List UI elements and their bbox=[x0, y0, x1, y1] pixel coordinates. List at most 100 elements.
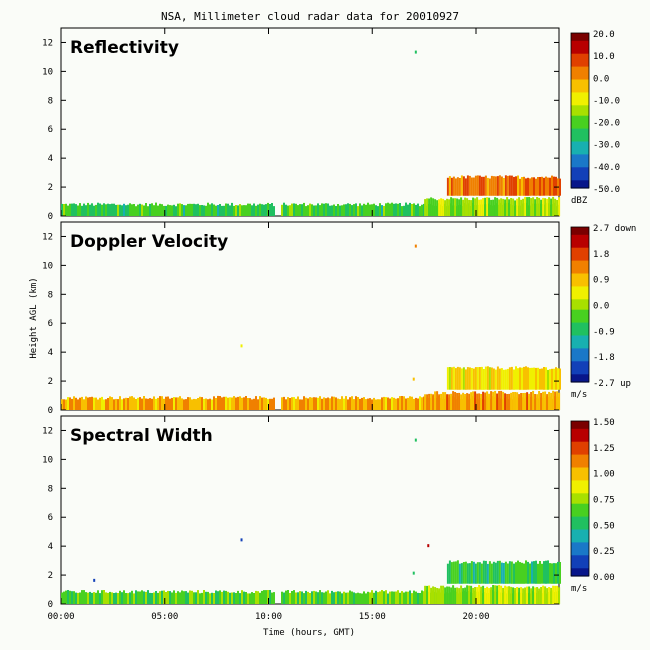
data-cell bbox=[556, 585, 559, 604]
data-speck bbox=[412, 377, 415, 381]
data-cell bbox=[454, 561, 457, 584]
data-cell bbox=[518, 197, 521, 216]
data-cell bbox=[81, 590, 83, 604]
data-cell bbox=[247, 203, 249, 216]
data-cell bbox=[297, 205, 299, 216]
data-cell bbox=[508, 367, 511, 390]
data-cell bbox=[530, 392, 533, 410]
data-cell bbox=[231, 592, 233, 604]
data-cell bbox=[263, 397, 265, 410]
data-cell bbox=[145, 203, 147, 216]
data-cell bbox=[271, 592, 273, 604]
data-cell bbox=[271, 398, 273, 410]
data-cell bbox=[255, 205, 257, 216]
colorbar-cell bbox=[571, 51, 589, 55]
data-cell bbox=[524, 587, 527, 604]
data-cell bbox=[528, 393, 531, 410]
data-cell bbox=[229, 397, 231, 410]
colorbar-tick-label: 0.0 bbox=[593, 302, 609, 312]
data-cell bbox=[177, 203, 179, 216]
colorbar-cell bbox=[571, 232, 589, 236]
data-cell bbox=[327, 590, 329, 604]
data-cell bbox=[359, 203, 361, 216]
colorbar-cell bbox=[571, 325, 589, 329]
colorbar-cell bbox=[571, 332, 589, 337]
colorbar-cell bbox=[571, 495, 589, 500]
data-cell bbox=[337, 398, 339, 410]
colorbar-cell bbox=[571, 95, 589, 99]
data-cell bbox=[373, 397, 375, 410]
data-cell bbox=[291, 591, 293, 604]
colorbar-cell bbox=[571, 322, 589, 326]
data-cell bbox=[417, 592, 419, 604]
colorbar-cell bbox=[571, 433, 589, 438]
data-cell bbox=[169, 398, 171, 410]
data-cell bbox=[69, 203, 71, 216]
data-cell bbox=[67, 205, 69, 216]
data-cell bbox=[91, 592, 93, 604]
data-cell bbox=[115, 398, 117, 410]
data-cell bbox=[319, 590, 321, 604]
colorbar-cell bbox=[571, 470, 589, 474]
colorbar-cell bbox=[571, 92, 589, 96]
data-cell bbox=[510, 586, 513, 604]
colorbar-cell bbox=[571, 89, 589, 93]
data-cell bbox=[383, 591, 385, 604]
data-cell bbox=[506, 197, 509, 216]
data-cell bbox=[540, 393, 543, 410]
data-cell bbox=[87, 592, 89, 604]
data-cell bbox=[363, 397, 365, 410]
data-cell bbox=[528, 197, 531, 216]
data-cell bbox=[135, 399, 137, 410]
data-cell bbox=[63, 204, 65, 216]
data-cell bbox=[494, 585, 497, 604]
data-cell bbox=[233, 396, 235, 410]
data-cell bbox=[521, 562, 523, 584]
data-cell bbox=[432, 394, 435, 410]
data-speck bbox=[427, 544, 430, 548]
data-cell bbox=[91, 203, 93, 216]
data-cell bbox=[85, 592, 87, 604]
data-cell bbox=[444, 200, 447, 216]
data-cell bbox=[141, 590, 143, 604]
data-cell bbox=[237, 590, 239, 604]
data-cell bbox=[553, 563, 555, 584]
data-cell bbox=[179, 396, 181, 410]
data-cell bbox=[508, 199, 511, 216]
data-cell bbox=[189, 590, 191, 604]
data-cell bbox=[468, 175, 471, 196]
data-cell bbox=[173, 397, 175, 410]
data-cell bbox=[434, 199, 437, 216]
data-cell bbox=[203, 590, 205, 604]
data-cell bbox=[261, 204, 263, 216]
data-cell bbox=[163, 398, 165, 410]
y-tick-label: 0 bbox=[48, 212, 53, 222]
data-cell bbox=[241, 590, 243, 604]
data-cell bbox=[554, 585, 557, 604]
colorbar-cell bbox=[571, 552, 589, 556]
data-cell bbox=[295, 592, 297, 604]
data-cell bbox=[417, 203, 419, 216]
data-cell bbox=[175, 592, 177, 604]
data-cell bbox=[460, 197, 463, 216]
y-tick-label: 4 bbox=[48, 348, 53, 358]
data-cell bbox=[480, 199, 483, 216]
data-cell bbox=[531, 367, 533, 390]
data-cell bbox=[291, 397, 293, 410]
data-cell bbox=[492, 368, 495, 390]
data-cell bbox=[525, 178, 527, 196]
data-cell bbox=[301, 399, 303, 410]
data-cell bbox=[452, 585, 455, 604]
data-cell bbox=[456, 560, 459, 584]
data-cell bbox=[333, 396, 335, 410]
data-cell bbox=[498, 560, 501, 584]
data-cell bbox=[534, 587, 537, 604]
data-cell bbox=[61, 203, 63, 216]
data-cell bbox=[482, 176, 485, 196]
data-cell bbox=[239, 204, 241, 216]
data-cell bbox=[387, 593, 389, 604]
data-cell bbox=[225, 590, 227, 604]
data-cell bbox=[173, 590, 175, 604]
data-speck bbox=[414, 50, 417, 54]
